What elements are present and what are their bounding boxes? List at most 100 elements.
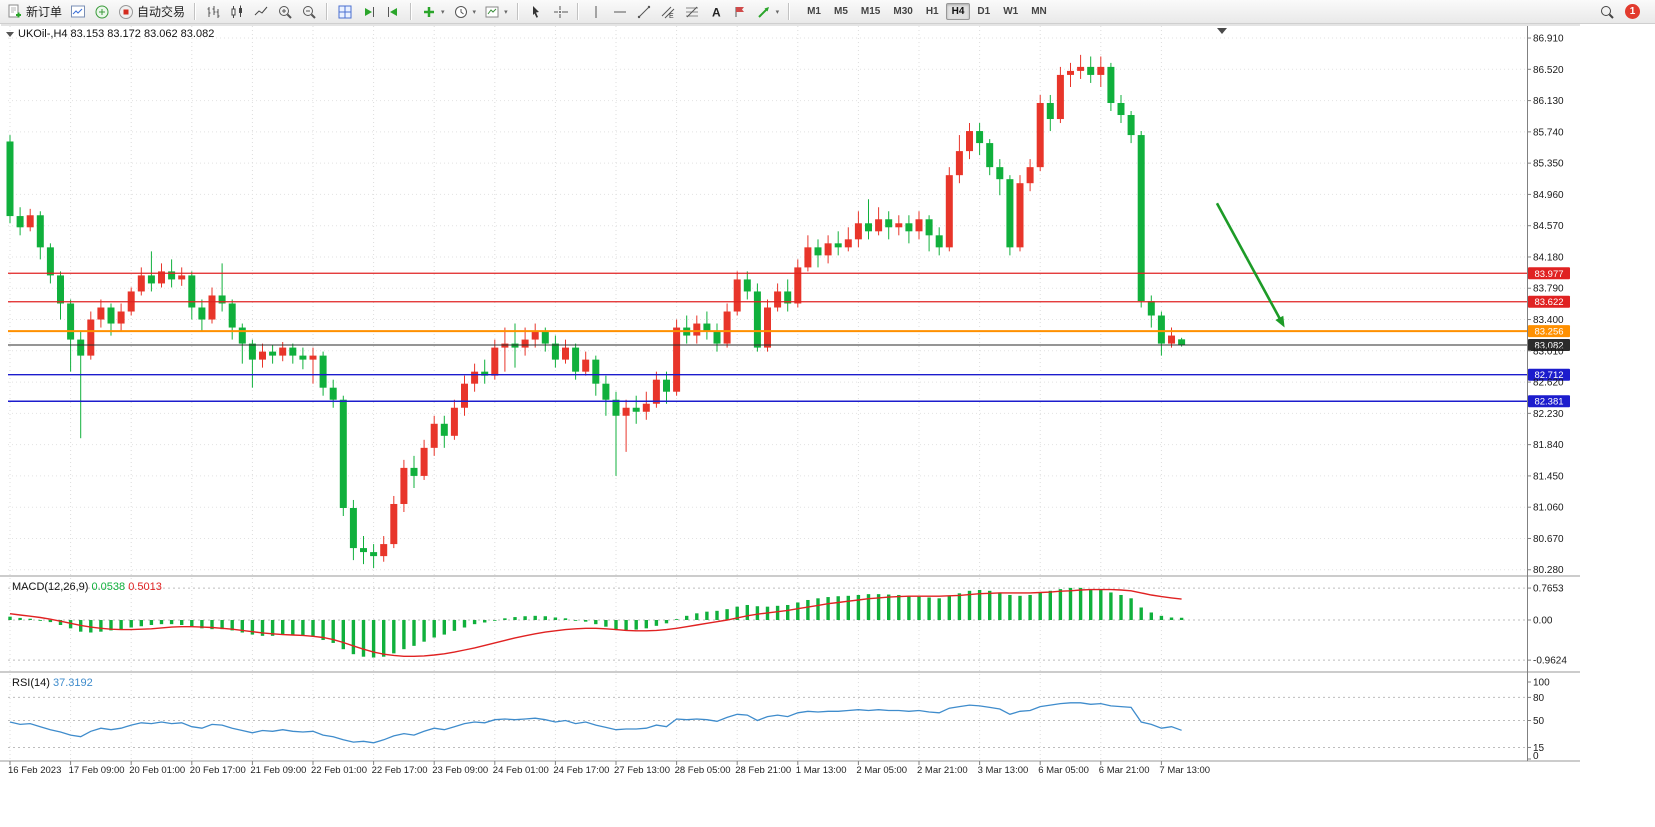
time-tick-label: 6 Mar 05:00 [1038, 765, 1089, 776]
candle-body [612, 399, 620, 416]
macd-histogram-bar [624, 619, 628, 631]
candle-chart-type-button[interactable] [225, 1, 249, 23]
fibonacci-tool-button[interactable] [680, 1, 704, 23]
timeframe-M30[interactable]: M30 [893, 6, 913, 17]
macd-histogram-bar [775, 605, 780, 620]
chart-area[interactable]: 83.97783.62283.25683.08282.71282.38186.9… [0, 24, 1655, 827]
macd-histogram-bar [1129, 598, 1133, 620]
vertical-line-tool-button[interactable] [584, 1, 608, 23]
template-icon [485, 6, 499, 17]
macd-histogram-bar [735, 606, 739, 620]
timeframe-M5[interactable]: M5 [834, 6, 848, 17]
time-axis[interactable]: 16 Feb 2023 17 Feb 09:00 20 Feb 01:00 20 Fe… [8, 761, 1210, 776]
add-indicator-button[interactable]: ▾ [417, 1, 449, 23]
candle-body [178, 275, 186, 280]
zoom-out-button[interactable] [297, 1, 321, 23]
new-order-button[interactable]: 新订单 [3, 1, 66, 23]
label-tool-button[interactable] [728, 1, 752, 23]
auto-scroll-button[interactable] [357, 1, 381, 23]
macd-histogram-bar [493, 619, 497, 621]
macd-histogram-bar [8, 616, 12, 620]
line-chart-type-button[interactable] [249, 1, 273, 23]
candle-body [1117, 102, 1125, 116]
macd-histogram-bar [876, 594, 881, 620]
timeframe-W1[interactable]: W1 [1003, 6, 1019, 17]
horizontal-line-tool-button[interactable] [608, 1, 632, 23]
macd-histogram-bar [695, 613, 699, 620]
macd-histogram-bar [1179, 617, 1184, 620]
timeframe-M15[interactable]: M15 [860, 6, 881, 17]
macd-histogram-bar [462, 619, 467, 628]
macd-histogram-bar [654, 619, 659, 626]
macd-histogram-bar [1018, 595, 1022, 620]
text-tool-button[interactable]: A [704, 1, 728, 23]
price-axis[interactable]: 86.910 86.520 86.130 85.740 85.350 84.960 84.5… [1527, 34, 1567, 762]
candle-body [349, 507, 357, 549]
macd-histogram-bar [856, 594, 861, 620]
candle-body [1107, 66, 1115, 103]
candle-body [693, 323, 701, 336]
candle-body [481, 371, 489, 376]
timeframe-H1[interactable]: H1 [925, 6, 939, 17]
macd-histogram-bar [18, 617, 22, 620]
macd-histogram-bar [1058, 589, 1063, 620]
macd-histogram-bar [68, 619, 73, 629]
macd-histogram-bar [291, 619, 295, 635]
timeframe-H4[interactable]: H4 [945, 3, 971, 20]
candle-body [1147, 301, 1155, 316]
timeframe-M1[interactable]: M1 [807, 6, 821, 17]
price-level-badge [1528, 267, 1570, 280]
bar-chart-type-button[interactable] [201, 1, 225, 23]
auto-trading-button[interactable]: 自动交易 [114, 1, 189, 23]
time-tick-label: 22 Feb 17:00 [372, 765, 428, 776]
candle-body [713, 331, 721, 344]
price-level-badge [1528, 295, 1570, 308]
rsi-tick-label: 0 [1533, 751, 1539, 762]
time-tick-label: 2 Mar 05:00 [856, 765, 907, 776]
macd-histogram-bar [907, 595, 911, 620]
price-tick-label: 83.400 [1533, 315, 1564, 326]
cursor-button[interactable] [524, 1, 548, 23]
trendline-tool-button[interactable] [632, 1, 656, 23]
search-icon[interactable] [1599, 4, 1615, 20]
timeframe-MN[interactable]: MN [1031, 6, 1047, 17]
toolbar-right-group: 1 [1599, 4, 1640, 20]
macd-histogram-bar [816, 598, 820, 620]
panel-borders [0, 24, 1580, 762]
macd-histogram-bar [836, 596, 840, 620]
symbol-collapse-icon[interactable] [6, 32, 14, 37]
macd-histogram-bar [503, 618, 507, 620]
crosshair-button[interactable] [548, 1, 572, 23]
macd-histogram-bar [674, 619, 679, 620]
chart-shift-button[interactable] [381, 1, 405, 23]
timeframe-D1[interactable]: D1 [977, 6, 991, 17]
price-tick-label: 84.570 [1533, 221, 1564, 232]
arrows-tool-button[interactable]: ▾ [752, 1, 784, 23]
channel-tool-button[interactable]: E [656, 1, 680, 23]
macd-histogram-bar [402, 619, 406, 650]
candle-body [471, 371, 479, 384]
candle-body [339, 399, 347, 508]
macd-histogram-bar [240, 619, 244, 633]
price-tick-label: 86.910 [1533, 34, 1564, 45]
candle-body [865, 223, 872, 232]
macd-histogram-bar [917, 596, 921, 620]
candle-body [450, 407, 458, 436]
timeframes-clock-button[interactable]: ▾ [449, 1, 481, 23]
notification-badge[interactable]: 1 [1625, 4, 1640, 19]
zoom-in-button[interactable] [273, 1, 297, 23]
trend-arrow-annotation[interactable] [1215, 202, 1285, 328]
market-watch-button[interactable] [66, 1, 90, 23]
data-window-button[interactable] [90, 1, 114, 23]
candle-body [1087, 66, 1095, 75]
macd-histogram-bar [109, 619, 113, 631]
zoom-out-icon [303, 5, 316, 19]
chart-shift-icon [388, 6, 398, 17]
macd-histogram-bar [452, 619, 457, 631]
chart-background[interactable] [0, 24, 1655, 827]
macd-histogram-bar [1028, 594, 1032, 620]
templates-button[interactable]: ▾ [480, 1, 512, 23]
tile-windows-button[interactable] [333, 1, 357, 23]
candle-body [895, 223, 903, 228]
chart-shift-marker[interactable] [1217, 28, 1227, 34]
